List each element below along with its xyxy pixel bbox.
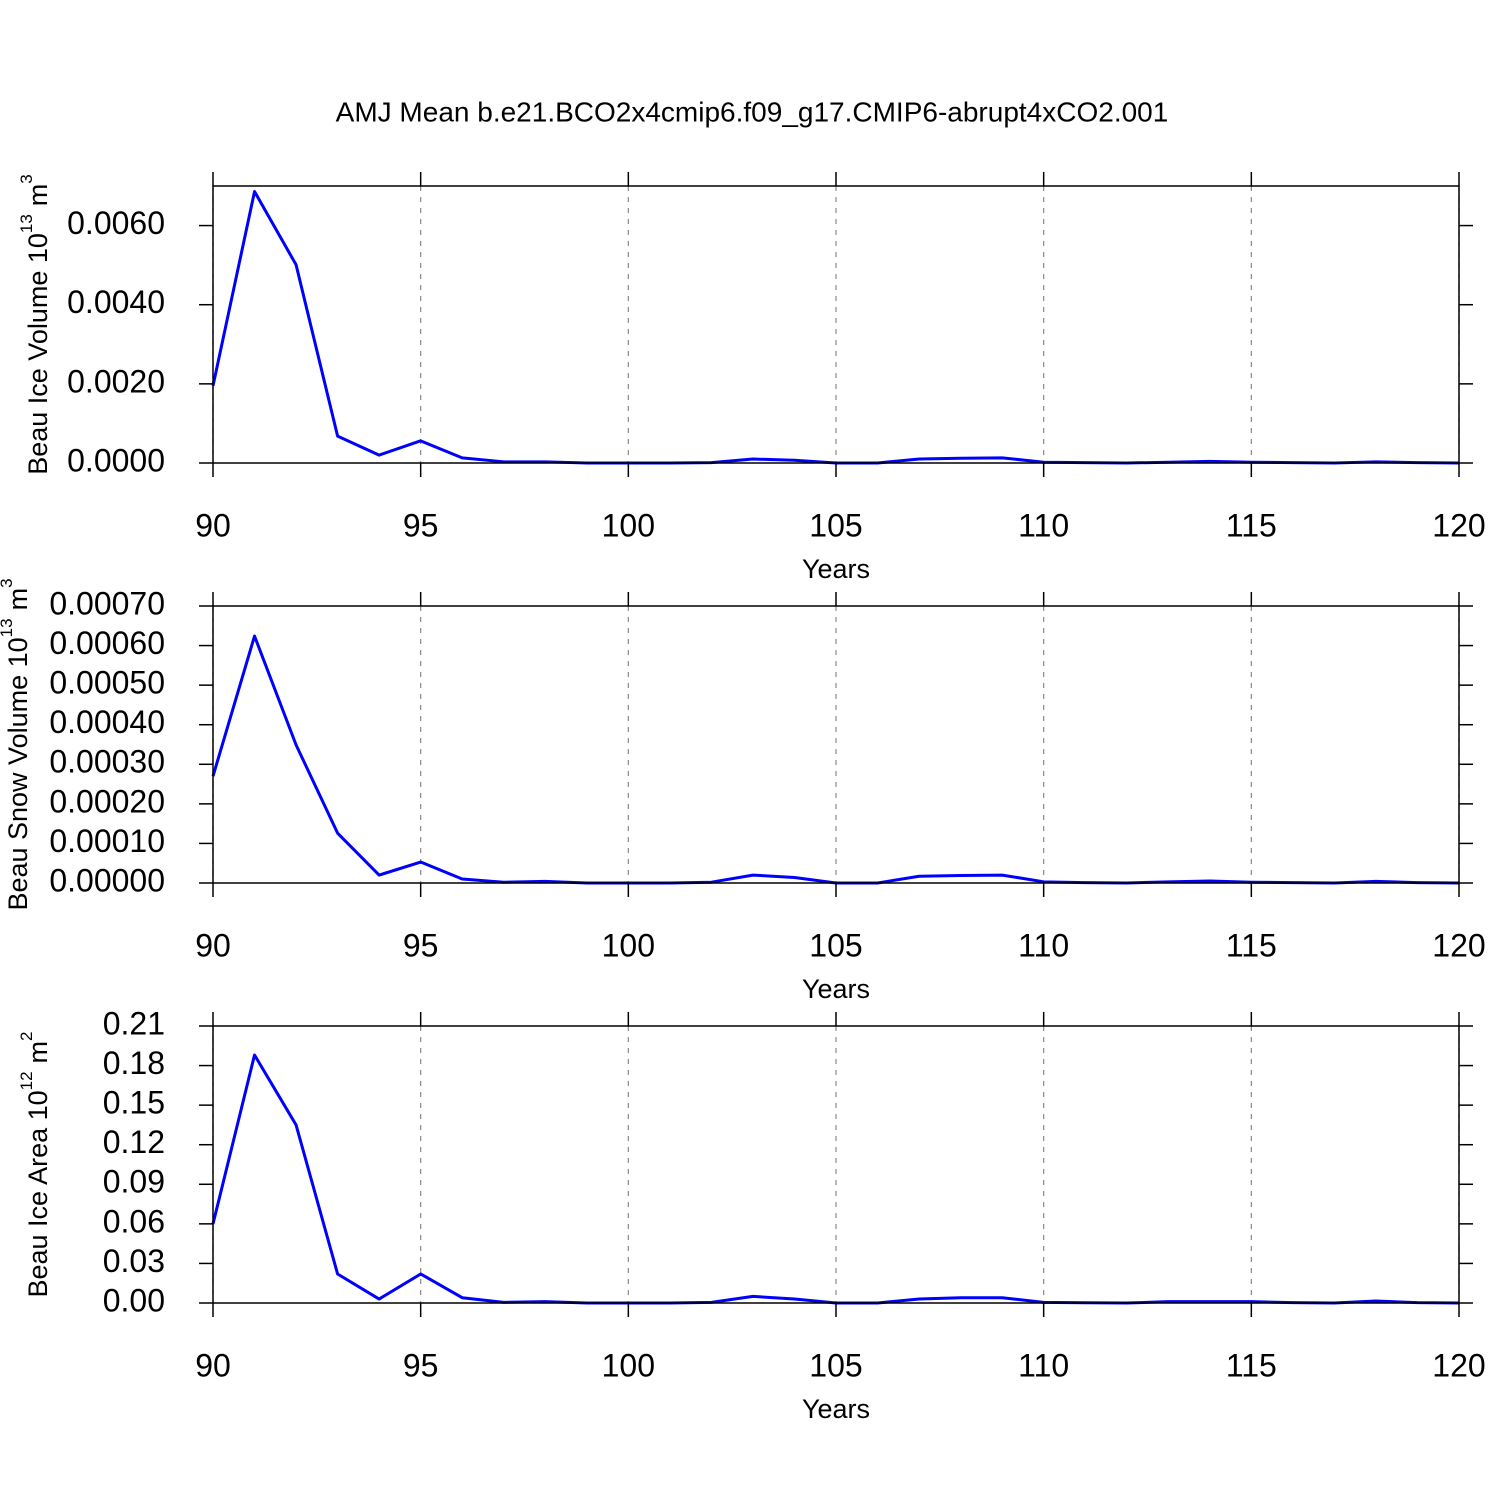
y-axis-label-part: 13 — [17, 214, 36, 233]
y-tick-label: 0.00060 — [49, 625, 165, 661]
x-tick-label: 100 — [602, 927, 655, 963]
y-axis-label-part: Beau Ice Area 10 — [23, 1090, 53, 1297]
x-tick-label: 90 — [195, 927, 231, 963]
x-tick-label: 105 — [809, 1347, 862, 1383]
y-axis-label-part: Beau Snow Volume 10 — [3, 637, 33, 910]
y-axis-label-part: 12 — [17, 1071, 36, 1090]
y-tick-label: 0.15 — [103, 1085, 165, 1121]
y-tick-label: 0.00000 — [49, 862, 165, 898]
x-tick-label: 95 — [403, 927, 439, 963]
y-tick-label: 0.0040 — [67, 284, 165, 320]
y-tick-label: 0.06 — [103, 1203, 165, 1239]
y-tick-label: 0.00020 — [49, 783, 165, 819]
y-tick-label: 0.0000 — [67, 442, 165, 478]
y-axis-label-part: 2 — [17, 1031, 36, 1040]
y-tick-label: 0.00010 — [49, 823, 165, 859]
y-axis-label-part: m — [23, 184, 53, 207]
y-tick-label: 0.00040 — [49, 704, 165, 740]
y-tick-label: 0.00070 — [49, 585, 165, 621]
y-axis-label-part: 3 — [17, 174, 36, 183]
x-tick-label: 95 — [403, 1347, 439, 1383]
y-tick-label: 0.12 — [103, 1124, 165, 1160]
x-tick-label: 105 — [809, 927, 862, 963]
y-tick-label: 0.00030 — [49, 744, 165, 780]
x-tick-label: 120 — [1432, 1347, 1485, 1383]
y-tick-label: 0.0060 — [67, 205, 165, 241]
x-tick-label: 95 — [403, 507, 439, 543]
x-tick-label: 100 — [602, 1347, 655, 1383]
x-tick-label: 110 — [1018, 927, 1069, 963]
x-tick-label: 115 — [1226, 1347, 1277, 1383]
y-axis-label: Beau Snow Volume 1013 m3 — [0, 578, 33, 910]
y-axis-label-part: m — [3, 588, 33, 611]
y-tick-label: 0.09 — [103, 1164, 165, 1200]
y-tick-label: 0.0020 — [67, 363, 165, 399]
y-tick-label: 0.21 — [103, 1005, 165, 1041]
x-tick-label: 90 — [195, 507, 231, 543]
x-tick-label: 105 — [809, 507, 862, 543]
chart-title: AMJ Mean b.e21.BCO2x4cmip6.f09_g17.CMIP6… — [336, 96, 1169, 127]
x-tick-label: 115 — [1226, 507, 1277, 543]
x-tick-label: 100 — [602, 507, 655, 543]
y-tick-label: 0.00050 — [49, 665, 165, 701]
x-tick-label: 90 — [195, 1347, 231, 1383]
y-axis-label-part: 3 — [0, 578, 16, 587]
x-axis-label: Years — [802, 1394, 870, 1424]
x-tick-label: 120 — [1432, 927, 1485, 963]
y-axis-label: Beau Ice Volume 1013 m3 — [17, 174, 53, 475]
y-axis-label-part: Beau Ice Volume 10 — [23, 233, 53, 475]
y-tick-label: 0.03 — [103, 1243, 165, 1279]
y-axis-label-part: 13 — [0, 618, 16, 637]
y-tick-label: 0.18 — [103, 1045, 165, 1081]
x-tick-label: 110 — [1018, 1347, 1069, 1383]
y-tick-label: 0.00 — [103, 1282, 165, 1318]
y-axis-label: Beau Ice Area 1012 m2 — [17, 1031, 53, 1297]
x-tick-label: 115 — [1226, 927, 1277, 963]
y-axis-label-part: m — [23, 1041, 53, 1064]
x-axis-label: Years — [802, 974, 870, 1004]
x-tick-label: 120 — [1432, 507, 1485, 543]
x-tick-label: 110 — [1018, 507, 1069, 543]
x-axis-label: Years — [802, 554, 870, 584]
